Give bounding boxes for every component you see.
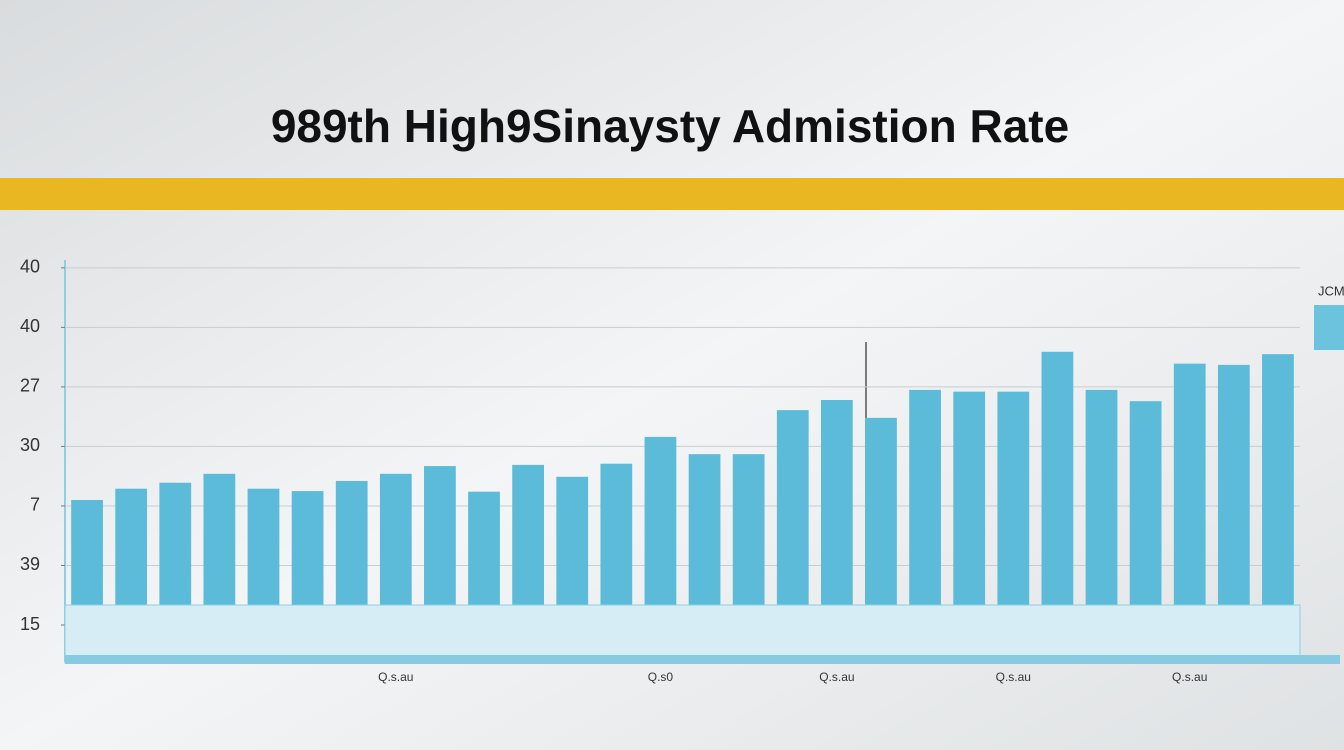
bar: [1173, 363, 1206, 625]
bar: [1262, 354, 1294, 625]
x-tick-label: Q.s0: [648, 670, 674, 684]
bar: [953, 391, 986, 625]
bar: [776, 410, 809, 625]
bar: [159, 482, 192, 625]
title-band: [0, 178, 1344, 210]
y-tick-label: 27: [20, 376, 40, 396]
bar: [644, 436, 677, 625]
y-tick-label: 40: [20, 316, 40, 336]
bar: [1041, 351, 1074, 625]
bar: [247, 488, 280, 625]
bar: [335, 480, 368, 625]
label-strip: [64, 604, 1301, 664]
x-tick-label: Q.s.au: [1172, 670, 1207, 684]
bar: [865, 417, 897, 625]
bar: [424, 466, 456, 625]
bar: [291, 491, 324, 625]
bar: [688, 454, 721, 625]
bar: [379, 473, 412, 625]
y-tick-label: 7: [30, 495, 40, 515]
legend-swatch: [1314, 305, 1344, 350]
bar: [512, 464, 545, 625]
bar: [115, 488, 148, 625]
bar: [203, 473, 236, 625]
x-tick-label: Q.s.au: [378, 670, 413, 684]
bar: [997, 391, 1030, 625]
bar: [1217, 364, 1250, 625]
bar: [909, 389, 941, 625]
y-tick-label: 39: [20, 554, 40, 574]
bar: [71, 500, 103, 625]
bar: [600, 463, 633, 625]
bar: [732, 454, 765, 625]
y-tick-label: 40: [20, 257, 40, 277]
bar: [556, 476, 589, 625]
label-strip-bottom: [65, 655, 1340, 664]
legend-label: JCM: [1318, 283, 1344, 298]
bar: [1085, 389, 1118, 625]
y-tick-label: 15: [20, 614, 40, 634]
bar: [820, 400, 853, 625]
x-tick-label: Q.s.au: [996, 670, 1031, 684]
chart-title: 989th High9Sinaysty Admistion Rate: [271, 100, 1069, 152]
y-tick-label: 30: [20, 435, 40, 455]
bar: [1129, 401, 1162, 625]
bar: [468, 491, 500, 625]
x-tick-label: Q.s.au: [819, 670, 854, 684]
